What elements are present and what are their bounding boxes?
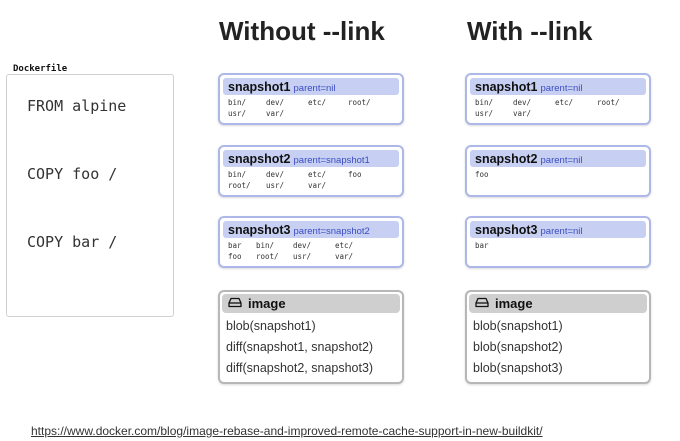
- file-entry: root/: [228, 181, 251, 190]
- snapshot-files: bar: [475, 240, 649, 251]
- with-image-card: image blob(snapshot1) blob(snapshot2) bl…: [465, 290, 651, 384]
- snapshot-files: bin/ dev/ etc/ foo root/ usr/ var/: [228, 169, 402, 191]
- snapshot-header: snapshot3 parent=nil: [470, 221, 646, 238]
- snapshot-header: snapshot1 parent=nil: [470, 78, 646, 95]
- dockerfile-line-copy-bar: COPY bar /: [27, 233, 118, 251]
- without-image-card: image blob(snapshot1) diff(snapshot1, sn…: [218, 290, 404, 384]
- file-entry: etc/: [335, 241, 354, 250]
- file-entry: bar: [228, 241, 242, 250]
- image-title: image: [495, 296, 533, 311]
- file-entry: foo: [475, 170, 489, 179]
- file-entry: usr/: [266, 181, 285, 190]
- snapshot-header: snapshot2 parent=snapshot1: [223, 150, 399, 167]
- snapshot-name: snapshot3: [228, 223, 291, 237]
- snapshot-parent: parent=snapshot2: [293, 226, 370, 237]
- with-snapshot1-card: snapshot1 parent=nil bin/ dev/ etc/ root/…: [465, 73, 651, 125]
- dockerfile-line-copy-foo: COPY foo /: [27, 165, 118, 183]
- snapshot-parent: parent=snapshot1: [293, 155, 370, 166]
- dockerfile-box: FROM alpine COPY foo / COPY bar /: [6, 74, 174, 317]
- snapshot-files: bar bin/ dev/ etc/ foo root/ usr/ var/: [228, 240, 402, 262]
- file-entry: root/: [348, 98, 371, 107]
- snapshot-files: bin/ dev/ etc/ root/ usr/ var/: [475, 97, 649, 119]
- file-entry: var/: [266, 109, 285, 118]
- heading-without-link: Without --link: [219, 16, 385, 46]
- dockerfile-line-from: FROM alpine: [27, 97, 127, 115]
- snapshot-name: snapshot3: [475, 223, 538, 237]
- file-entry: etc/: [308, 170, 327, 179]
- file-entry: bin/: [228, 98, 247, 107]
- image-layer-line: diff(snapshot2, snapshot3): [226, 361, 374, 375]
- file-entry: bar: [475, 241, 489, 250]
- snapshot-parent: parent=nil: [293, 83, 336, 94]
- file-entry: root/: [597, 98, 620, 107]
- image-layer-line: blob(snapshot1): [473, 319, 563, 333]
- snapshot-files: bin/ dev/ etc/ root/ usr/ var/: [228, 97, 402, 119]
- image-layer-line: blob(snapshot1): [226, 319, 316, 333]
- image-header: image: [469, 294, 647, 313]
- file-entry: dev/: [293, 241, 312, 250]
- snapshot-name: snapshot1: [228, 80, 291, 94]
- file-entry: usr/: [293, 252, 312, 261]
- snapshot-parent: parent=nil: [540, 226, 583, 237]
- snapshot-header: snapshot3 parent=snapshot2: [223, 221, 399, 238]
- file-entry: dev/: [266, 170, 285, 179]
- snapshot-parent: parent=nil: [540, 83, 583, 94]
- snapshot-files: foo: [475, 169, 649, 180]
- file-entry: foo: [228, 252, 242, 261]
- disk-icon: [228, 295, 242, 313]
- image-layer-line: blob(snapshot3): [473, 361, 563, 375]
- file-entry: bin/: [228, 170, 247, 179]
- with-snapshot2-card: snapshot2 parent=nil foo: [465, 145, 651, 197]
- file-entry: var/: [335, 252, 354, 261]
- file-entry: var/: [308, 181, 327, 190]
- file-entry: etc/: [555, 98, 574, 107]
- without-snapshot1-card: snapshot1 parent=nil bin/ dev/ etc/ root/…: [218, 73, 404, 125]
- file-entry: root/: [256, 252, 279, 261]
- file-entry: etc/: [308, 98, 327, 107]
- snapshot-name: snapshot2: [475, 152, 538, 166]
- dockerfile-label: Dockerfile: [13, 64, 68, 74]
- file-entry: usr/: [475, 109, 494, 118]
- file-entry: var/: [513, 109, 532, 118]
- without-snapshot2-card: snapshot2 parent=snapshot1 bin/ dev/ etc/…: [218, 145, 404, 197]
- file-entry: usr/: [228, 109, 247, 118]
- image-title: image: [248, 296, 286, 311]
- snapshot-name: snapshot2: [228, 152, 291, 166]
- snapshot-header: snapshot1 parent=nil: [223, 78, 399, 95]
- source-link[interactable]: https://www.docker.com/blog/image-rebase…: [31, 424, 543, 438]
- image-layer-line: blob(snapshot2): [473, 340, 563, 354]
- snapshot-parent: parent=nil: [540, 155, 583, 166]
- image-header: image: [222, 294, 400, 313]
- file-entry: dev/: [266, 98, 285, 107]
- image-layer-line: diff(snapshot1, snapshot2): [226, 340, 374, 354]
- snapshot-header: snapshot2 parent=nil: [470, 150, 646, 167]
- without-snapshot3-card: snapshot3 parent=snapshot2 bar bin/ dev/ …: [218, 216, 404, 268]
- file-entry: bin/: [256, 241, 275, 250]
- file-entry: dev/: [513, 98, 532, 107]
- snapshot-name: snapshot1: [475, 80, 538, 94]
- heading-with-link: With --link: [467, 16, 593, 46]
- file-entry: bin/: [475, 98, 494, 107]
- with-snapshot3-card: snapshot3 parent=nil bar: [465, 216, 651, 268]
- disk-icon: [475, 295, 489, 313]
- file-entry: foo: [348, 170, 362, 179]
